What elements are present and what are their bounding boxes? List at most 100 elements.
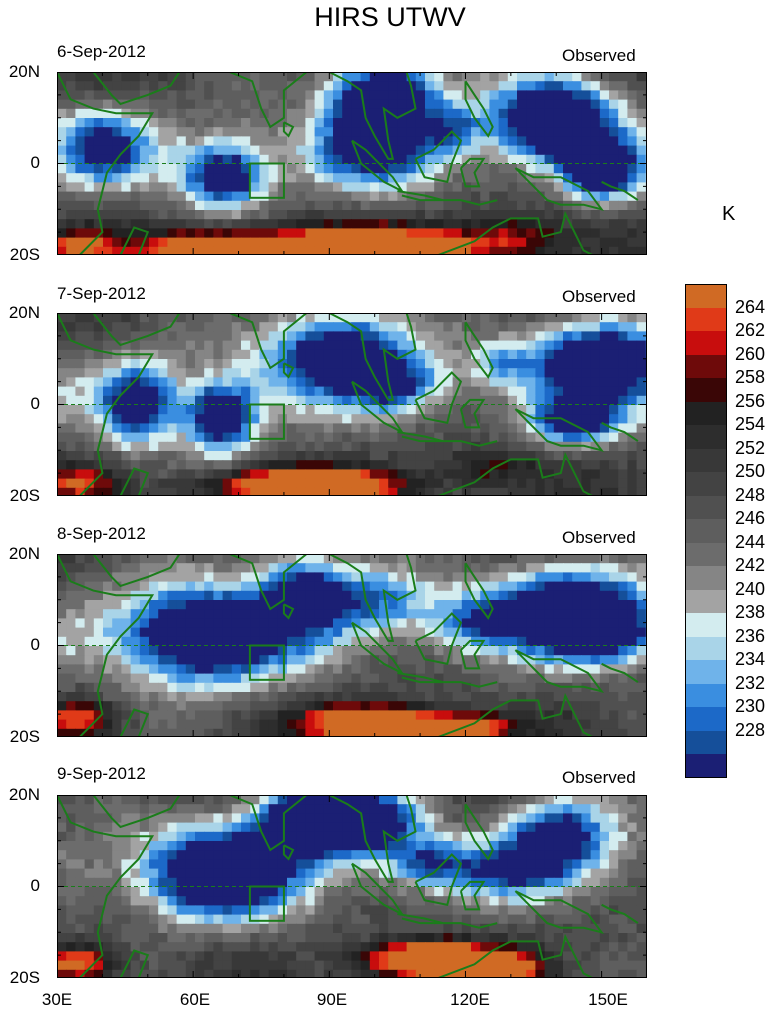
lat-label-20n-p3: 20N	[8, 544, 40, 563]
colorbar-tick-label: 240	[735, 578, 766, 599]
coastline	[459, 880, 486, 911]
coastline	[57, 313, 155, 496]
coastline	[282, 844, 295, 861]
coastline	[464, 80, 494, 138]
panel-2-observed-label: Observed	[562, 287, 636, 306]
colorbar-tick-label: 264	[735, 296, 766, 317]
lat-label-20s-p3: 20S	[9, 727, 40, 746]
colorbar-swatch	[685, 754, 727, 778]
colorbar-tick-label: 236	[735, 625, 766, 646]
colorbar-swatch	[685, 378, 727, 402]
colorbar-tick-label: 244	[735, 531, 766, 552]
lat-label-eq-p3: 0	[30, 635, 40, 654]
colorbar-tick-label: 230	[735, 696, 766, 716]
study-region-box	[248, 403, 285, 440]
colorbar-swatch	[685, 683, 727, 707]
colorbar-swatch	[685, 542, 727, 566]
lon-label-120e: 120E	[450, 990, 490, 1009]
coastline	[328, 72, 417, 160]
coastline	[442, 440, 498, 447]
field-shading	[57, 72, 647, 255]
colorbar-tick-label: 246	[735, 508, 766, 528]
coastline	[414, 612, 463, 665]
lat-label-20n-p4: 20N	[8, 785, 40, 804]
lat-label-eq-p4: 0	[30, 876, 40, 895]
coastline	[328, 554, 417, 642]
coastline	[282, 603, 295, 620]
panel-1-date: 6-Sep-2012	[57, 42, 146, 61]
colorbar-swatch	[685, 566, 727, 590]
study-region-box	[248, 644, 285, 681]
colorbar-tick-label: 250	[735, 461, 766, 481]
coastline	[442, 681, 498, 688]
coastline	[229, 795, 308, 852]
coastline	[92, 313, 181, 347]
coastline	[229, 554, 308, 611]
panel-3-observed-label: Observed	[562, 528, 636, 547]
colorbar-tick-label: 234	[735, 649, 766, 669]
lat-label-eq-p2: 0	[30, 394, 40, 413]
coastline	[514, 890, 605, 934]
colorbar-swatch	[685, 707, 727, 731]
coastline	[601, 180, 639, 201]
coastline	[601, 903, 639, 924]
coastline	[437, 933, 593, 978]
coastline	[229, 313, 308, 370]
coastline	[514, 408, 605, 452]
lon-label-60e: 60E	[179, 990, 211, 1009]
coastline	[328, 313, 417, 401]
coastline	[514, 649, 605, 693]
lon-label-90e: 90E	[316, 990, 348, 1009]
colorbar-tick-label: 256	[735, 390, 766, 411]
colorbar-unit: K	[722, 203, 736, 225]
coastline	[57, 72, 155, 255]
colorbar-swatch	[685, 354, 727, 378]
coastline	[601, 662, 639, 683]
coastline	[437, 210, 593, 255]
coastline	[119, 467, 150, 496]
coastline	[459, 639, 486, 670]
colorbar-swatch	[685, 284, 727, 308]
colorbar-tick-label: 232	[735, 672, 766, 693]
field-shading	[57, 795, 647, 978]
coastline	[437, 692, 593, 737]
colorbar-tick-label: 242	[735, 555, 766, 575]
field-shading	[57, 313, 647, 496]
lat-label-20s-p4: 20S	[9, 968, 40, 987]
colorbar-swatch	[685, 519, 727, 543]
colorbar-tick-label: 238	[735, 602, 766, 622]
coastline	[119, 949, 150, 978]
lon-label-150e: 150E	[588, 990, 628, 1009]
lat-label-20n-p2: 20N	[8, 303, 40, 322]
colorbar-swatch	[685, 425, 727, 449]
coastline	[459, 157, 486, 188]
coastline	[464, 321, 494, 379]
coastline	[442, 922, 498, 929]
coastline	[464, 562, 494, 620]
lat-label-20s-p2: 20S	[9, 486, 40, 505]
colorbar-swatch	[685, 331, 727, 355]
colorbar-tick-label: 258	[735, 367, 766, 387]
coastline	[57, 795, 155, 978]
lat-label-20s-p1: 20S	[9, 245, 40, 264]
colorbar-swatch	[685, 636, 727, 660]
coastline	[282, 362, 295, 379]
coastline	[601, 421, 639, 442]
colorbar-swatch	[685, 660, 727, 684]
colorbar-swatch	[685, 448, 727, 472]
panel-3-date: 8-Sep-2012	[57, 524, 146, 543]
colorbar-tick-label: 228	[735, 719, 766, 740]
coastline	[92, 554, 181, 588]
panel-3-map	[57, 554, 647, 737]
panel-4-observed-label: Observed	[562, 768, 636, 787]
panel-2-date: 7-Sep-2012	[57, 284, 146, 303]
panel-1-map	[57, 72, 647, 255]
panel-4-map	[57, 795, 647, 978]
coastline	[92, 72, 181, 106]
colorbar-tick-label: 260	[735, 343, 766, 364]
coastline	[229, 72, 308, 129]
panel-4-date: 9-Sep-2012	[57, 764, 146, 783]
coastline	[328, 795, 417, 883]
coastline	[282, 121, 295, 138]
colorbar-swatch	[685, 401, 727, 425]
